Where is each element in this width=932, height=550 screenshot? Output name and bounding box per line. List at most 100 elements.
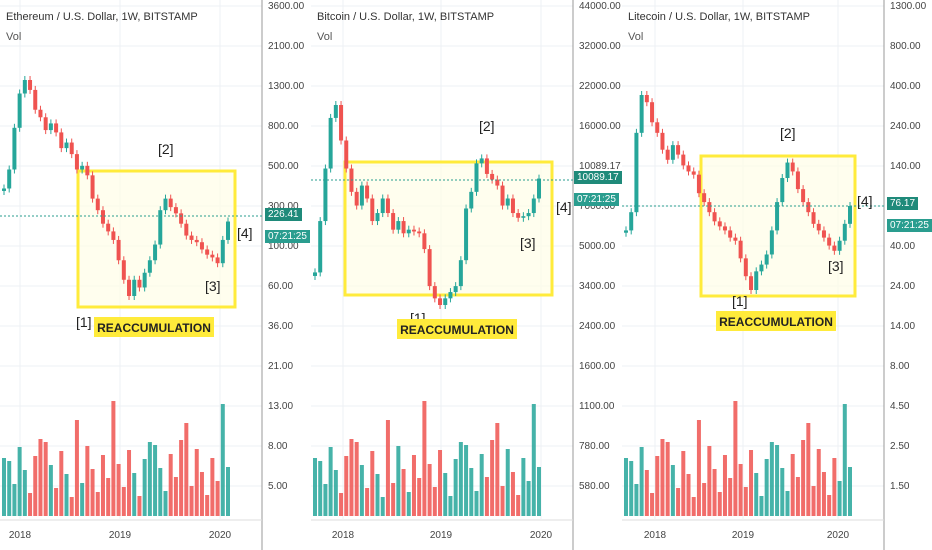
candle-body [806, 202, 811, 213]
annotation-label: [2] [479, 118, 495, 134]
x-tick-label: 2019 [732, 530, 755, 541]
candle-body [795, 171, 800, 190]
x-tick-label: 2019 [109, 530, 132, 541]
candle-body [458, 260, 463, 287]
volume-bar [728, 478, 733, 516]
candle-body [505, 198, 510, 206]
volume-bar [179, 440, 184, 516]
candle-body [422, 233, 427, 250]
candle-body [743, 258, 748, 277]
candle-body [764, 254, 769, 265]
y-tick-label: 32000.00 [579, 41, 621, 52]
candle-body [158, 210, 163, 245]
litecoin-chart-svg[interactable]: 1300.00 800.00 400.00 240.00 140.00 76.17 40.0… [622, 0, 932, 550]
ethereum-chart-panel[interactable]: 3600.00 2100.00 1300.00 800.00 500.00 300.00 1… [0, 0, 310, 550]
bitcoin-chart-svg[interactable]: 44000.00 32000.00 22000.00 16000.00 10089.17… [311, 0, 621, 550]
candle-body [837, 240, 842, 251]
y-tick-label: 7000.00 [579, 201, 616, 212]
y-tick-label: 40.00 [890, 241, 915, 252]
volume-bar [22, 470, 27, 516]
volume-bar [759, 496, 764, 516]
volume-bar [531, 404, 536, 516]
candle-body [438, 298, 443, 305]
candle-body [500, 185, 505, 206]
volume-bar [85, 446, 90, 516]
candle-body [328, 117, 333, 169]
volume-bar [333, 470, 338, 516]
volume-bar [116, 464, 121, 516]
chart-title: Litecoin / U.S. Dollar, 1W, BITSTAMP [628, 11, 810, 23]
candle-body [484, 158, 489, 174]
candle-body [380, 198, 385, 214]
volume-bar [702, 483, 707, 516]
y-tick-label: 800.00 [268, 121, 299, 132]
candle-body [2, 188, 6, 191]
volume-bar [391, 483, 396, 516]
candle-body [339, 105, 344, 141]
volume-bar [158, 468, 163, 516]
x-tick-label: 2020 [530, 530, 553, 541]
candle-body [474, 163, 479, 192]
volume-bar [484, 477, 489, 516]
ethereum-chart-svg[interactable]: 3600.00 2100.00 1300.00 800.00 500.00 300.00 1… [0, 0, 310, 550]
volume-bar [427, 464, 432, 516]
volume-bar [137, 496, 142, 516]
y-tick-label: 2.50 [890, 441, 910, 452]
candle-body [54, 123, 59, 133]
bitcoin-chart-panel[interactable]: 44000.00 32000.00 22000.00 16000.00 10089.17… [311, 0, 622, 550]
volume-bar [7, 461, 12, 516]
candle-body [194, 239, 199, 243]
volume-bar [205, 495, 210, 516]
candle-body [749, 276, 754, 290]
y-tick-label: 14.00 [890, 321, 915, 332]
y-tick-label: 1100.00 [579, 401, 615, 412]
candle-body [137, 279, 142, 288]
candle-body [344, 140, 349, 169]
volume-bar [417, 478, 422, 516]
x-tick-label: 2019 [430, 530, 453, 541]
candle-body [80, 165, 85, 170]
candle-body [453, 286, 458, 293]
candle-body [205, 249, 210, 255]
reaccumulation-label-bg [94, 317, 214, 337]
y-tick-label: 36.00 [268, 321, 293, 332]
annotation-label: [1] [732, 293, 748, 309]
candle-body [33, 89, 38, 110]
volume-bar [458, 442, 463, 516]
candle-body [17, 93, 22, 128]
volume-bar [670, 465, 675, 516]
candle-body [785, 162, 790, 179]
volume-bar [707, 446, 712, 516]
volume-bar [448, 496, 453, 516]
volume-bar [106, 478, 111, 516]
y-tick-label: 22000.00 [579, 81, 621, 92]
volume-bar [411, 455, 416, 516]
volume-bar [173, 477, 178, 516]
reaccumulation-label: REACCUMULATION [97, 321, 211, 335]
volume-bar [749, 450, 754, 516]
volume-bar [474, 491, 479, 516]
last-price-tag: 226.41 [265, 208, 302, 221]
volume-label: Vol [628, 31, 644, 43]
volume-bar [69, 497, 74, 516]
litecoin-chart-panel[interactable]: 1300.00 800.00 400.00 240.00 140.00 76.17 40.0… [622, 0, 932, 550]
candle-body [22, 80, 27, 94]
candle-body [401, 221, 406, 234]
volume-bar [48, 465, 53, 516]
candle-body [490, 173, 495, 180]
volume-bar [696, 420, 701, 516]
last-price-tag: 10089.17 [574, 171, 622, 184]
candle-body [432, 286, 437, 299]
candle-body [707, 202, 712, 213]
candle-body [469, 191, 474, 209]
candle-body [775, 202, 780, 231]
volume-label: Vol [6, 31, 22, 43]
reaccumulation-label-bg [397, 319, 517, 339]
candle-body [769, 230, 774, 255]
candle-body [842, 223, 847, 241]
candle-body [189, 235, 194, 240]
candle-body [510, 198, 515, 214]
volume-bar [33, 456, 38, 516]
volume-bar [754, 473, 759, 516]
candle-body [411, 229, 416, 232]
